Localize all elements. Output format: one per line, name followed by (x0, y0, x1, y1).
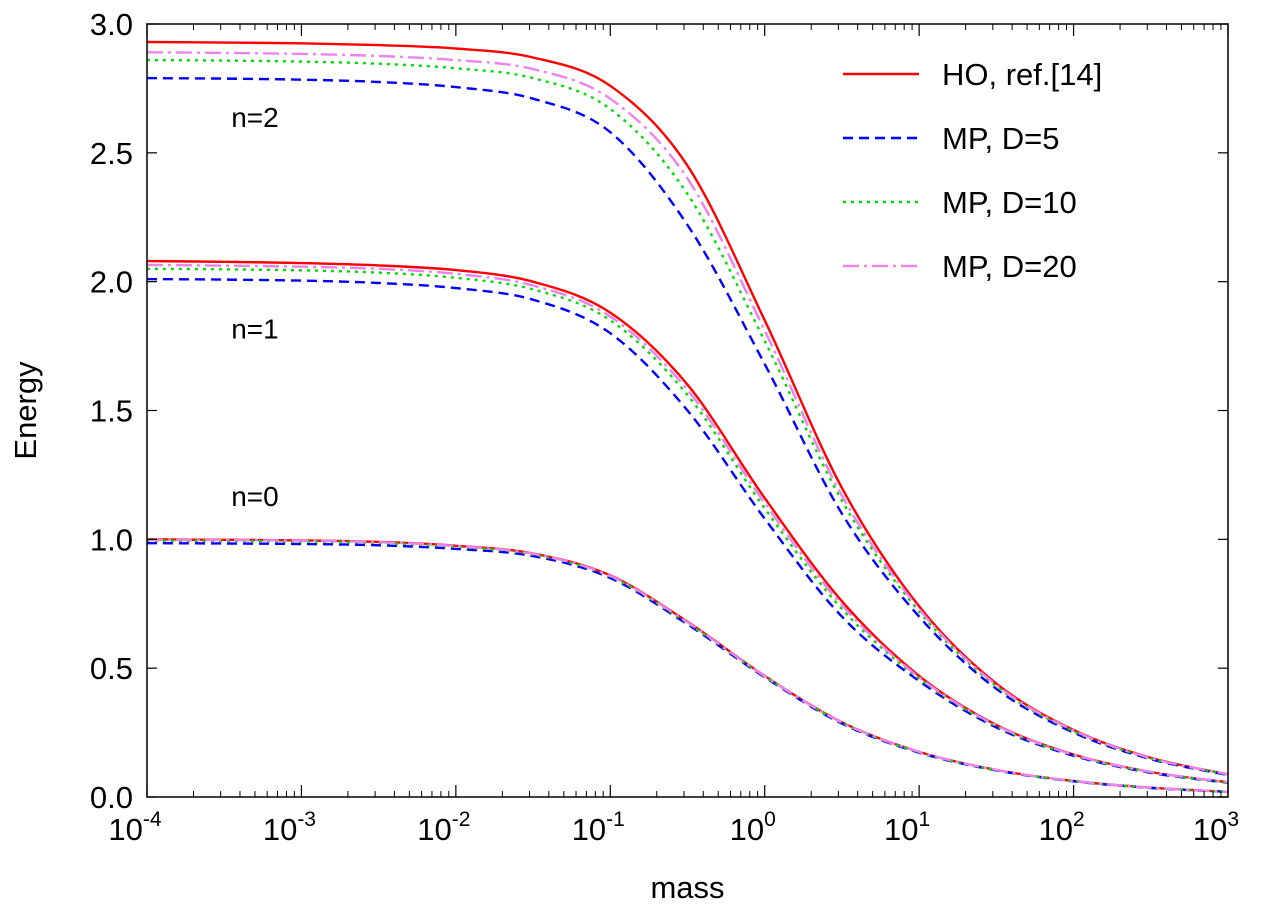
series-line-4-n=2 (147, 51, 1228, 776)
series-line-3-n=0 (147, 539, 1228, 793)
y-tick-label: 1.5 (90, 394, 133, 429)
series-line-2-n=2 (147, 76, 1228, 777)
series-line-1-n=1 (147, 259, 1228, 784)
x-tick-label: 100 (730, 808, 776, 847)
legend-label-2: MP, D=5 (942, 121, 1059, 156)
x-tick-label: 101 (884, 808, 930, 847)
legend-label-1: HO, ref.[14] (942, 57, 1102, 92)
y-tick-label: 2.5 (90, 136, 133, 171)
series-line-3-n=1 (147, 267, 1228, 784)
y-tick-label: 2.0 (90, 265, 133, 300)
y-tick-label: 1.0 (90, 522, 133, 557)
series-layer (147, 40, 1228, 793)
legend: HO, ref.[14] MP, D=5 MP, D=10 MP, D=20 (843, 57, 1102, 284)
series-line-4-n=1 (147, 263, 1228, 784)
legend-label-3: MP, D=10 (942, 185, 1077, 220)
y-axis-title: Energy (8, 361, 43, 460)
series-line-1-n=2 (147, 40, 1228, 776)
curve-label-n=1: n=1 (231, 313, 279, 344)
legend-label-4: MP, D=20 (942, 249, 1077, 284)
x-tick-label: 10-1 (572, 808, 625, 847)
x-tick-label: 102 (1038, 808, 1084, 847)
x-tick-label: 10-4 (108, 808, 161, 847)
curve-label-n=2: n=2 (231, 102, 279, 133)
ticks-layer: 0.0 0.5 1.0 1.5 2.0 2.5 3.0 10-4 10-3 10-2 10-1 100… (90, 7, 1239, 847)
series-line-4-n=0 (147, 538, 1228, 793)
curve-label-n=0: n=0 (231, 481, 279, 512)
y-tick-label: 0.0 (90, 780, 133, 815)
x-tick-label: 103 (1193, 808, 1239, 847)
x-axis-title: mass (650, 870, 724, 905)
series-line-2-n=1 (147, 277, 1228, 784)
annotation-layer: n=2 n=1 n=0 (231, 102, 279, 512)
y-tick-label: 0.5 (90, 651, 133, 686)
x-tick-label: 10-2 (417, 808, 470, 847)
x-tick-label: 10-3 (263, 808, 316, 847)
y-tick-label: 3.0 (90, 7, 133, 42)
